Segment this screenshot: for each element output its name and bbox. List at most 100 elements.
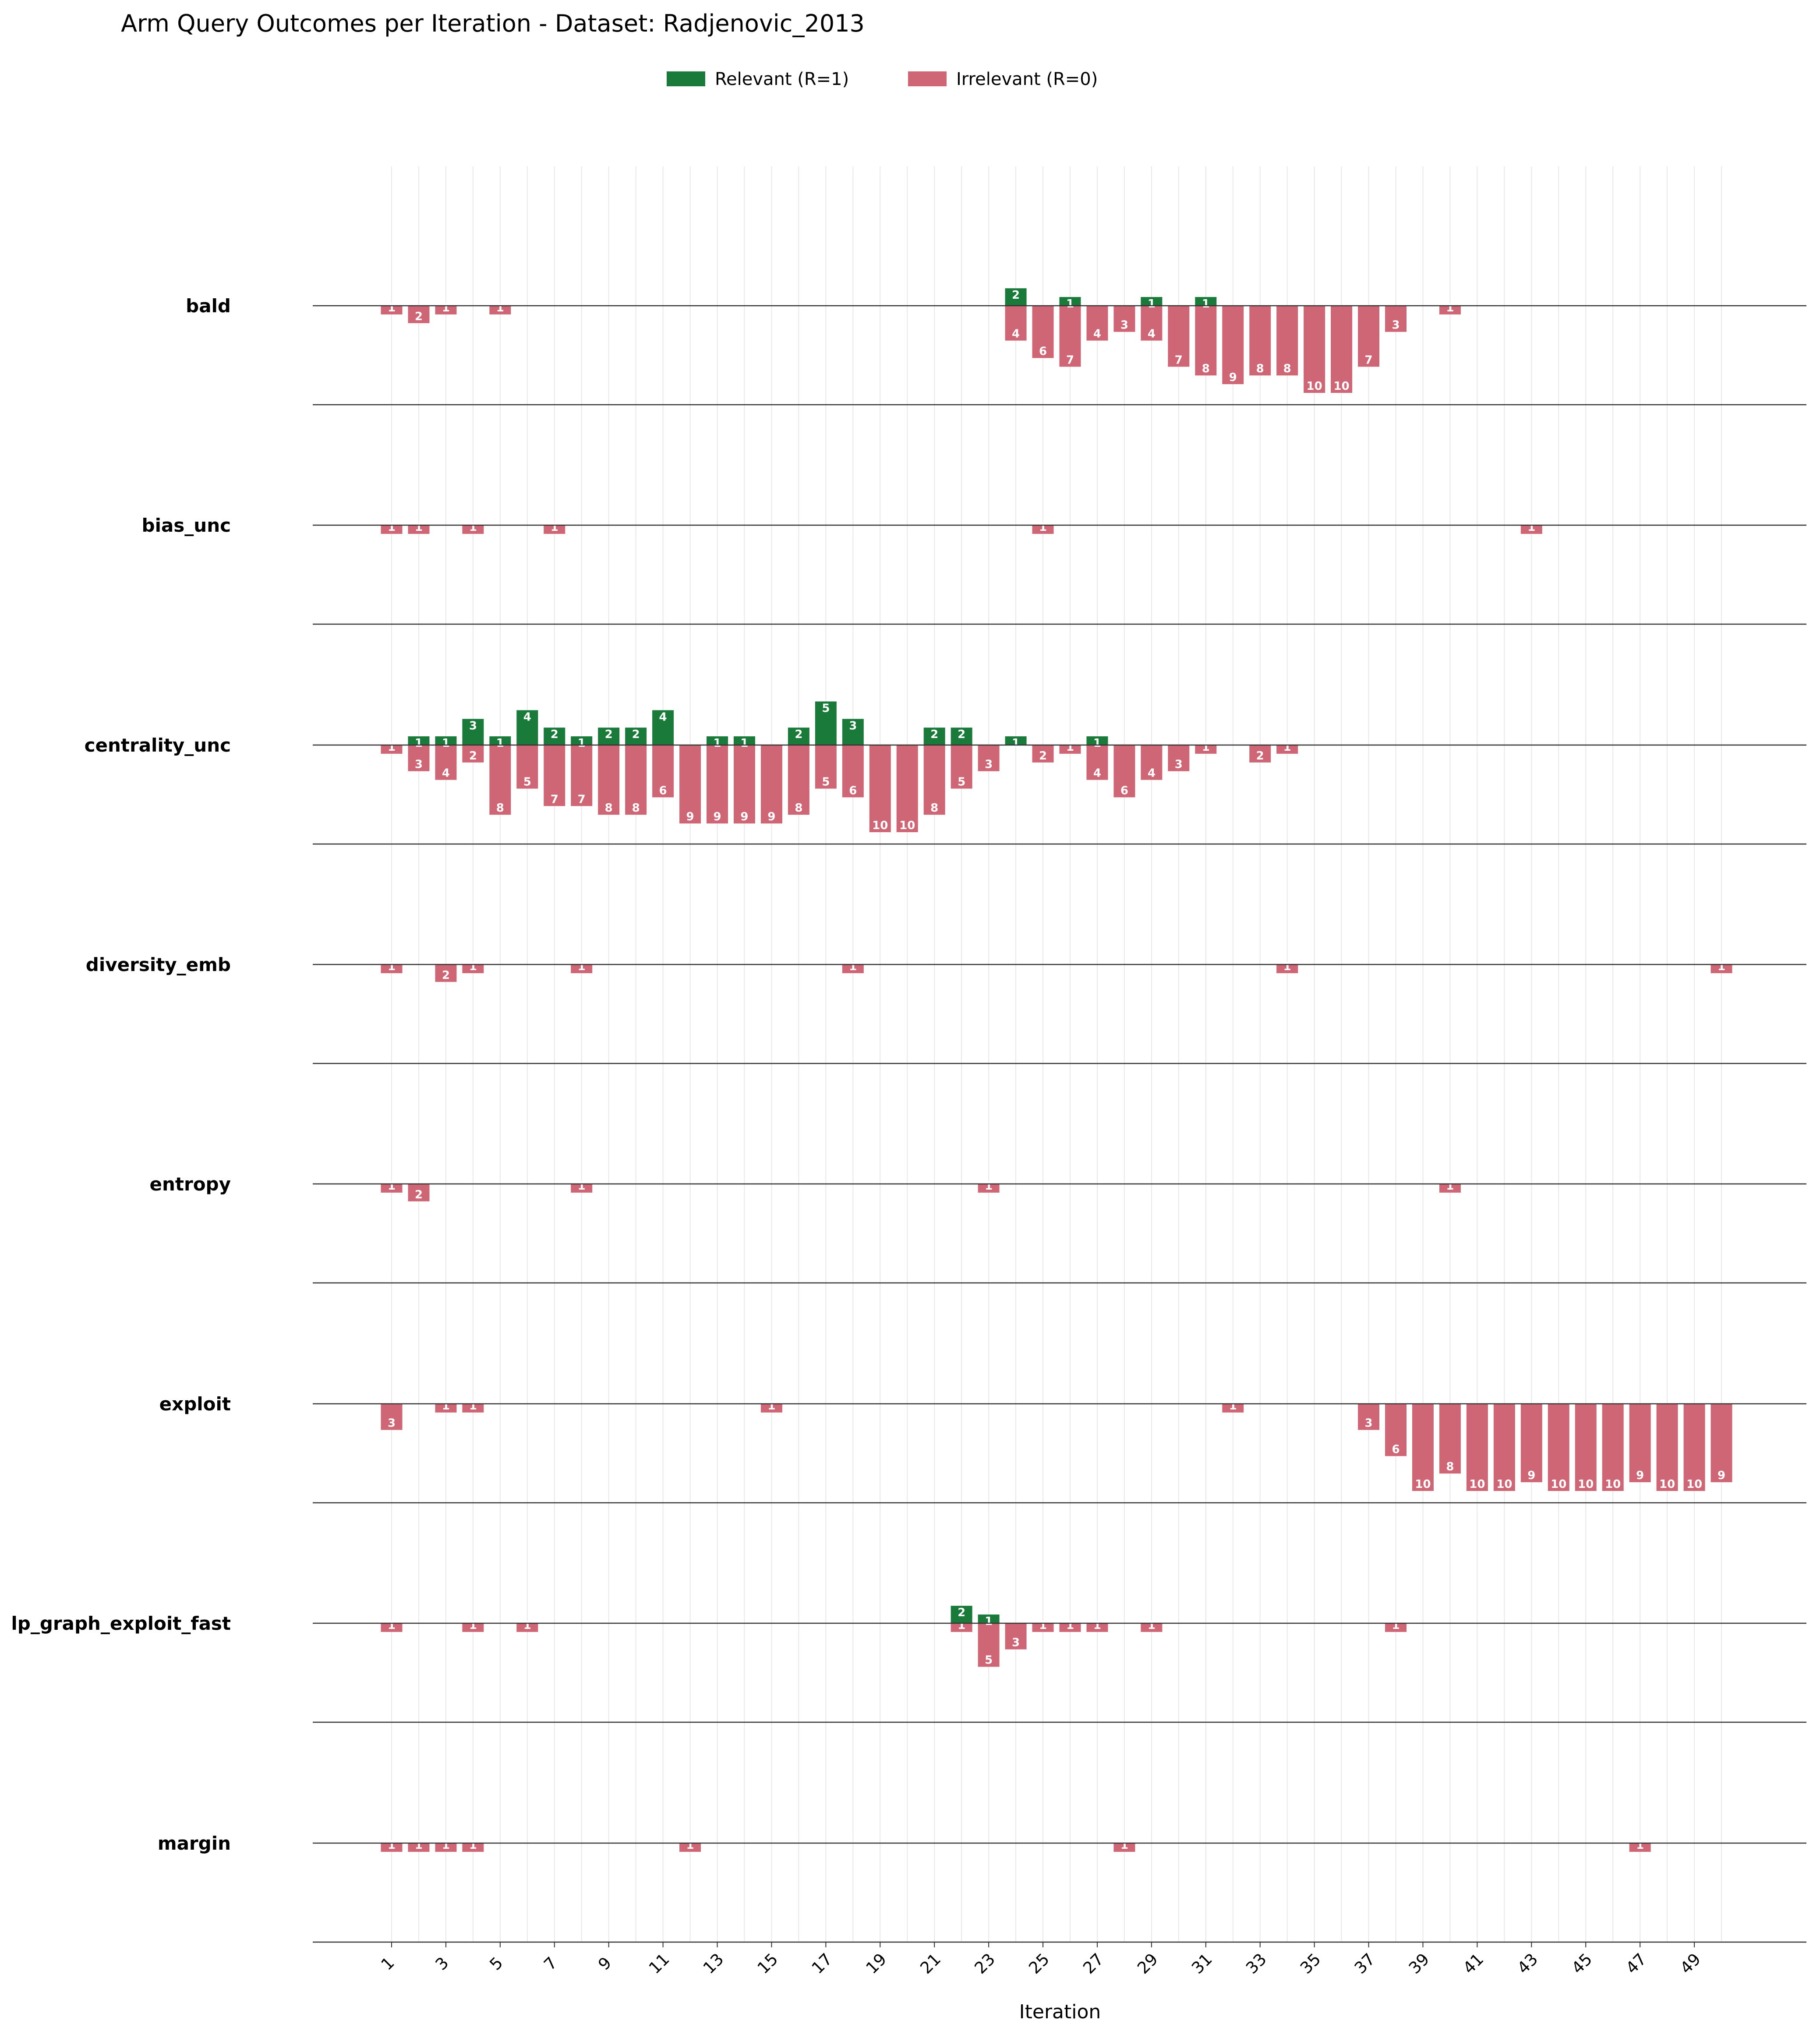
arm-panel-diversity-emb: diversity_emb 1 2 1 1 1 1 1 — [86, 954, 1806, 1064]
bar-relevant — [652, 710, 674, 745]
bar-value-label: 10 — [899, 819, 915, 832]
bar-value-label: 1 — [469, 960, 477, 973]
bar-relevant — [408, 736, 430, 745]
bar-value-label: 1 — [551, 521, 558, 534]
bar-irrelevant — [516, 745, 538, 789]
bar-value-label: 3 — [415, 758, 423, 771]
bar-irrelevant — [1358, 1404, 1380, 1430]
bar-relevant — [571, 736, 593, 745]
x-tick-label: 19 — [862, 1950, 891, 1978]
bar-relevant — [625, 728, 647, 745]
bar-value-label: 1 — [388, 960, 396, 973]
bar-relevant — [978, 1614, 1000, 1623]
bar-irrelevant — [462, 1404, 484, 1413]
vertical-grid — [391, 166, 1722, 1943]
bar-value-label: 2 — [1039, 749, 1047, 763]
bar-value-label: 3 — [1120, 319, 1128, 332]
bar-value-label: 1 — [1392, 1619, 1399, 1632]
bar-irrelevant — [1656, 1404, 1678, 1491]
bar-irrelevant — [462, 525, 484, 534]
bar-value-label: 8 — [605, 802, 613, 815]
arm-panel-bald: bald 1 2 1 1 4 6 7 4 3 4 7 8 9 8 8 10 10 7 3 1 2 1 1 1 — [186, 288, 1806, 406]
x-tick-label: 31 — [1188, 1950, 1216, 1978]
bar-irrelevant — [1602, 1404, 1624, 1491]
legend-swatch-relevant — [667, 71, 705, 86]
bar-irrelevant — [1168, 306, 1190, 367]
bar-value-label: 10 — [1605, 1478, 1621, 1491]
bar-value-label: 1 — [1093, 1619, 1101, 1632]
bar-relevant — [951, 1606, 972, 1623]
arm-panel-bias-unc: bias_unc 1 1 1 1 1 1 — [142, 515, 1806, 625]
bar-irrelevant — [381, 964, 403, 973]
bar-value-label: 1 — [1718, 960, 1725, 973]
bar-irrelevant — [679, 745, 701, 824]
bar-value-label: 1 — [1148, 1619, 1156, 1632]
bar-irrelevant — [1195, 745, 1217, 754]
x-tick-label: 47 — [1622, 1950, 1650, 1978]
x-tick-label: 17 — [808, 1950, 836, 1978]
bar-value-label: 8 — [1446, 1460, 1454, 1473]
bar-irrelevant — [1032, 745, 1054, 763]
bar-value-label: 1 — [442, 737, 450, 750]
bar-value-label: 1 — [1283, 741, 1291, 754]
bar-irrelevant — [1439, 306, 1461, 314]
bar-value-label: 2 — [930, 728, 938, 741]
bar-value-label: 1 — [1148, 297, 1156, 311]
bar-irrelevant — [462, 1623, 484, 1632]
bar-irrelevant — [1113, 745, 1135, 798]
arm-label: entropy — [150, 1173, 231, 1195]
x-tick-label: 23 — [971, 1950, 999, 1978]
bar-value-label: 7 — [1175, 353, 1183, 367]
bar-value-label: 2 — [1012, 289, 1020, 302]
bar-value-label: 1 — [442, 1839, 450, 1852]
bar-value-label: 1 — [415, 521, 423, 534]
x-axis: 1 3 5 7 9 11 13 15 17 19 21 23 25 27 29 31 33 35 37 39 41 43 4… — [378, 1942, 1704, 1978]
bar-irrelevant — [760, 745, 782, 824]
bar-relevant — [951, 728, 972, 745]
bar-value-label: 1 — [496, 301, 504, 314]
arm-label: diversity_emb — [86, 954, 231, 975]
bar-irrelevant — [381, 745, 403, 754]
bar-value-label: 4 — [1012, 328, 1020, 341]
bar-irrelevant — [1059, 306, 1081, 367]
bar-value-label: 1 — [388, 301, 396, 314]
bar-irrelevant — [978, 1184, 1000, 1193]
bar-value-label: 2 — [958, 728, 965, 741]
bar-relevant — [815, 701, 837, 745]
x-tick-label: 45 — [1568, 1950, 1596, 1978]
bar-irrelevant — [462, 745, 484, 763]
bar-relevant — [733, 736, 755, 745]
bar-irrelevant — [1439, 1404, 1461, 1474]
bar-irrelevant — [951, 1623, 972, 1632]
bar-irrelevant — [544, 745, 565, 806]
bar-value-label: 1 — [388, 1839, 396, 1852]
arm-panel-margin: margin 1 1 1 1 1 1 1 — [158, 1833, 1806, 1943]
bar-value-label: 3 — [985, 758, 993, 771]
x-tick-label: 11 — [645, 1950, 673, 1978]
bar-relevant — [923, 728, 945, 745]
legend-label-relevant: Relevant (R=1) — [715, 69, 849, 89]
bar-value-label: 5 — [958, 776, 965, 789]
bar-value-label: 1 — [1446, 1180, 1454, 1193]
bar-value-label: 1 — [578, 1180, 586, 1193]
bar-irrelevant — [462, 964, 484, 973]
arm-label: exploit — [159, 1393, 231, 1415]
bar-value-label: 10 — [1659, 1478, 1675, 1491]
bar-value-label: 4 — [659, 710, 667, 724]
bar-value-label: 9 — [767, 810, 775, 823]
bar-irrelevant — [1222, 1404, 1244, 1413]
bar-relevant — [1195, 297, 1217, 306]
bar-relevant — [435, 736, 457, 745]
bar-value-label: 8 — [496, 802, 504, 815]
bar-value-label: 2 — [442, 969, 450, 982]
bar-value-label: 1 — [1283, 960, 1291, 973]
bar-irrelevant — [1304, 306, 1325, 393]
bar-value-label: 4 — [1093, 328, 1101, 341]
bar-value-label: 4 — [1148, 767, 1156, 780]
bar-relevant — [516, 710, 538, 745]
bar-value-label: 8 — [795, 802, 802, 815]
bar-irrelevant — [707, 745, 728, 824]
bar-irrelevant — [381, 1623, 403, 1632]
bar-value-label: 1 — [388, 1619, 396, 1632]
bar-value-label: 1 — [686, 1839, 694, 1852]
